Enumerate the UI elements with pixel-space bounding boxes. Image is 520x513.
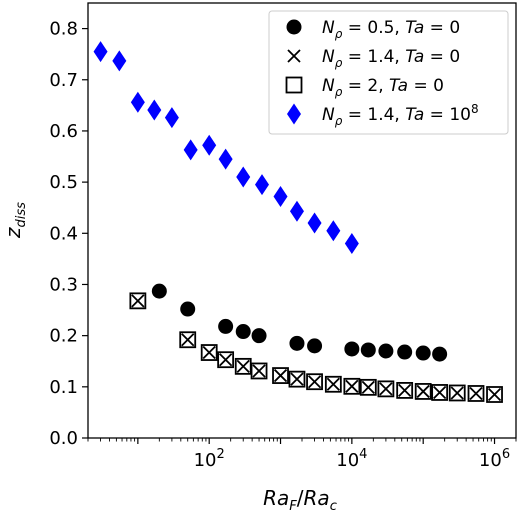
- data-point-x: [202, 345, 216, 360]
- data-point-x: [290, 372, 304, 386]
- y-tick-label: 0.4: [49, 223, 78, 244]
- data-point-diamond: [344, 233, 359, 255]
- data-point-circle: [360, 342, 376, 358]
- x-tick-label: 106: [479, 447, 510, 471]
- data-point-x: [398, 383, 412, 398]
- data-point-square: [272, 367, 289, 384]
- y-axis-label: zdiss: [1, 202, 29, 239]
- data-point-square: [250, 362, 268, 380]
- data-point-circle: [307, 338, 323, 354]
- data-point-square: [377, 380, 395, 398]
- data-point-diamond: [218, 148, 233, 170]
- data-point-square: [217, 351, 235, 369]
- data-point-circle: [251, 328, 267, 344]
- legend-label: Nρ = 1.4, Ta = 108: [322, 102, 479, 128]
- data-point-circle: [344, 341, 360, 357]
- data-point-x: [416, 384, 430, 399]
- data-point-square: [306, 373, 323, 391]
- data-point-square: [343, 377, 361, 395]
- y-tick-label: 0.8: [49, 19, 78, 40]
- data-point-diamond: [289, 200, 304, 222]
- series-circle: [151, 283, 448, 362]
- legend-marker-diamond: [287, 103, 301, 125]
- data-point-diamond: [147, 99, 162, 121]
- y-tick-label: 0.5: [49, 172, 78, 193]
- plot-frame: [87, 2, 517, 439]
- data-point-diamond: [307, 212, 322, 234]
- data-point-square: [396, 382, 414, 399]
- data-point-x: [252, 364, 266, 378]
- y-tick-label: 0.2: [49, 326, 78, 347]
- data-point-x: [236, 359, 250, 373]
- data-point-x: [345, 379, 359, 393]
- series-x: [131, 294, 502, 402]
- data-point-square: [200, 344, 218, 361]
- data-point-x: [326, 377, 340, 391]
- legend-label: Nρ = 2, Ta = 0: [322, 76, 444, 99]
- data-point-circle: [397, 344, 413, 360]
- data-point-diamond: [130, 91, 145, 113]
- data-point-x: [361, 380, 375, 394]
- data-point-circle: [289, 335, 305, 351]
- legend-marker-x: [287, 49, 301, 63]
- data-point-circle: [218, 318, 234, 334]
- y-tick-label: 0.0: [49, 428, 78, 449]
- x-tick-label: 102: [194, 447, 225, 471]
- data-point-diamond: [255, 174, 270, 196]
- y-axis-ticks: 0.0 0.1 0.2 0.3 0.4 0.5 0.6 0.7 0.8: [49, 19, 88, 449]
- data-point-diamond: [273, 185, 288, 207]
- legend-marker-circle: [286, 19, 302, 35]
- data-point-x: [450, 386, 464, 400]
- data-point-circle: [151, 283, 167, 299]
- data-point-square: [288, 370, 306, 388]
- data-point-square: [129, 292, 147, 310]
- data-point-diamond: [236, 166, 251, 188]
- data-point-diamond: [326, 220, 341, 242]
- data-point-diamond: [164, 107, 179, 129]
- series-square: [129, 292, 503, 403]
- data-point-x: [469, 386, 483, 401]
- data-point-square: [359, 378, 377, 396]
- data-point-circle: [378, 343, 394, 359]
- data-point-x: [307, 375, 322, 389]
- data-point-x: [273, 368, 288, 383]
- data-point-diamond: [183, 139, 198, 161]
- x-axis-label: RaF/Rac: [263, 486, 337, 513]
- data-point-diamond: [112, 50, 127, 72]
- data-point-circle: [415, 345, 431, 361]
- data-point-circle: [432, 346, 448, 362]
- data-point-x: [131, 294, 145, 308]
- series-diamond: [93, 41, 359, 255]
- legend-label: Nρ = 0.5, Ta = 0: [322, 18, 460, 41]
- y-tick-label: 0.7: [49, 70, 78, 91]
- data-point-x: [432, 385, 447, 400]
- data-point-x: [181, 333, 195, 347]
- legend-label: Nρ = 1.4, Ta = 0: [322, 47, 460, 70]
- y-tick-label: 0.3: [49, 274, 78, 295]
- data-point-square: [414, 383, 432, 400]
- data-point-x: [218, 353, 233, 367]
- data-point-x: [487, 387, 502, 402]
- data-point-circle: [180, 301, 196, 317]
- y-tick-label: 0.6: [49, 121, 78, 142]
- data-point-square: [486, 386, 503, 403]
- data-point-square: [179, 331, 197, 349]
- x-axis-ticks: 102 104 106: [87, 438, 517, 471]
- y-tick-label: 0.1: [49, 377, 78, 398]
- data-markers: [93, 41, 503, 403]
- data-point-square: [324, 375, 342, 393]
- legend-marker-square: [285, 76, 303, 94]
- data-point-x: [379, 382, 393, 396]
- data-point-square: [448, 384, 466, 402]
- data-point-diamond: [93, 41, 108, 63]
- data-point-square: [431, 384, 449, 401]
- legend-box: [268, 10, 509, 135]
- legend: Nρ = 0.5, Ta = 0 Nρ = 1.4, Ta = 0 Nρ = 2, …: [268, 10, 509, 135]
- data-point-square: [467, 385, 485, 402]
- data-point-circle: [235, 324, 251, 340]
- data-point-diamond: [202, 134, 217, 156]
- x-tick-label: 104: [336, 447, 367, 471]
